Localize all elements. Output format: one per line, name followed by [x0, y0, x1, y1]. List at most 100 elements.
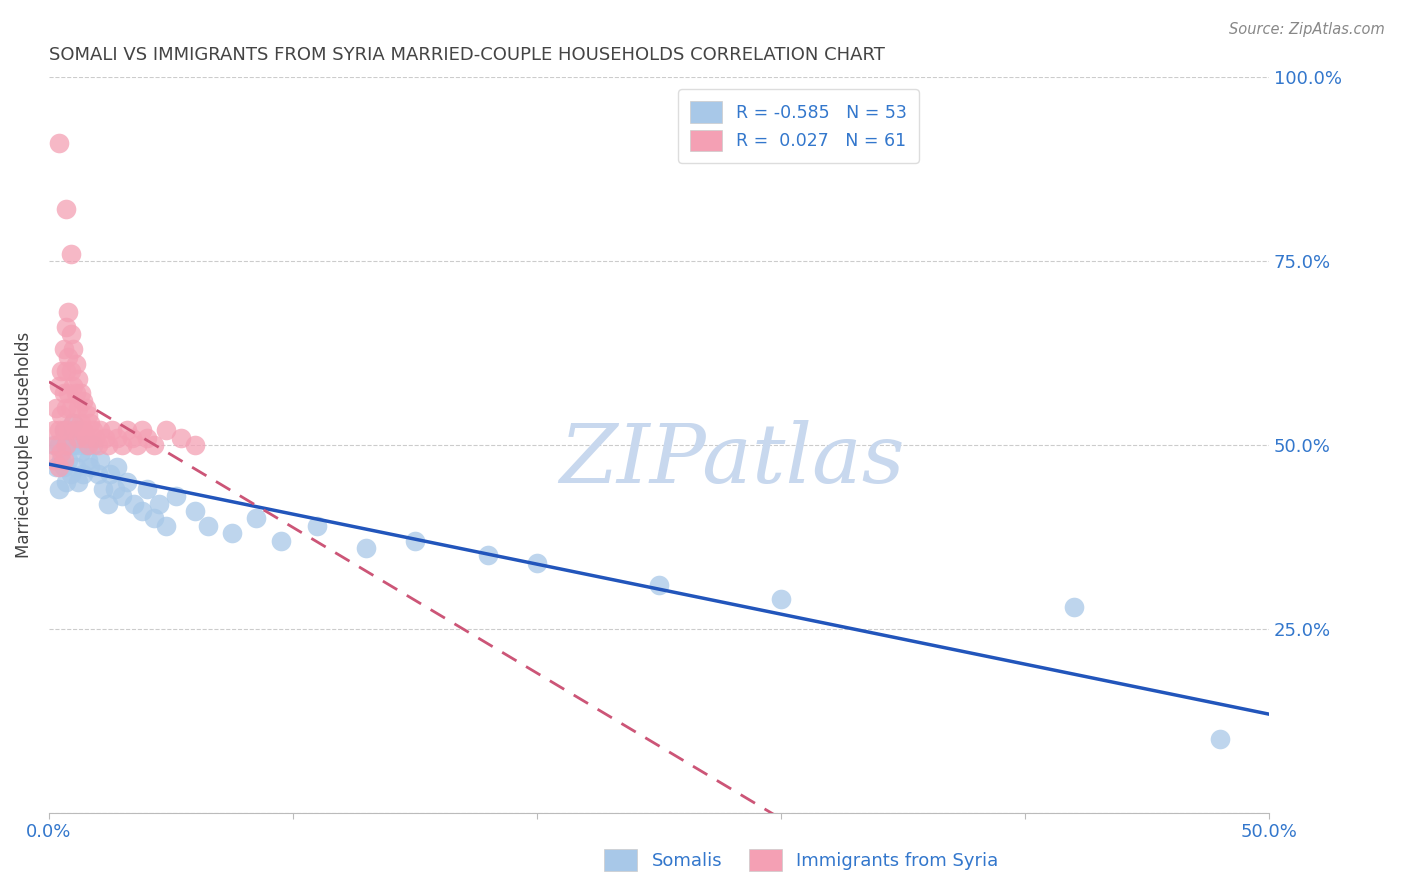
Point	[77, 409, 100, 423]
Point	[65, 357, 87, 371]
Point	[77, 438, 100, 452]
Point	[67, 431, 90, 445]
Point	[55, 320, 77, 334]
Point	[221, 526, 243, 541]
Point	[96, 497, 118, 511]
Point	[82, 438, 104, 452]
Point	[91, 482, 114, 496]
Point	[477, 549, 499, 563]
Point	[42, 452, 65, 467]
Point	[58, 423, 80, 437]
Point	[526, 556, 548, 570]
Point	[101, 423, 124, 437]
Point	[115, 475, 138, 489]
Point	[111, 490, 134, 504]
Text: SOMALI VS IMMIGRANTS FROM SYRIA MARRIED-COUPLE HOUSEHOLDS CORRELATION CHART: SOMALI VS IMMIGRANTS FROM SYRIA MARRIED-…	[49, 46, 884, 64]
Point	[62, 342, 84, 356]
Point	[67, 401, 90, 416]
Point	[69, 386, 91, 401]
Point	[65, 386, 87, 401]
Point	[45, 401, 67, 416]
Point	[58, 452, 80, 467]
Point	[58, 305, 80, 319]
Point	[131, 423, 153, 437]
Point	[58, 386, 80, 401]
Legend: Somalis, Immigrants from Syria: Somalis, Immigrants from Syria	[598, 842, 1005, 879]
Point	[135, 431, 157, 445]
Point	[165, 490, 187, 504]
Point	[142, 511, 165, 525]
Point	[96, 438, 118, 452]
Point	[89, 423, 111, 437]
Point	[51, 445, 73, 459]
Point	[197, 519, 219, 533]
Point	[59, 246, 82, 260]
Point	[55, 202, 77, 217]
Point	[115, 423, 138, 437]
Point	[79, 416, 101, 430]
Point	[42, 438, 65, 452]
Point	[62, 416, 84, 430]
Point	[84, 431, 107, 445]
Point	[59, 364, 82, 378]
Point	[55, 475, 77, 489]
Point	[52, 423, 75, 437]
Point	[58, 423, 80, 437]
Point	[354, 541, 377, 555]
Point	[59, 467, 82, 482]
Point	[55, 438, 77, 452]
Point	[89, 452, 111, 467]
Point	[124, 497, 146, 511]
Point	[79, 460, 101, 475]
Point	[104, 482, 127, 496]
Point	[42, 423, 65, 437]
Point	[48, 379, 70, 393]
Point	[51, 452, 73, 467]
Point	[155, 519, 177, 533]
Point	[62, 379, 84, 393]
Point	[55, 364, 77, 378]
Point	[67, 475, 90, 489]
Y-axis label: Married-couple Households: Married-couple Households	[15, 332, 32, 558]
Point	[69, 445, 91, 459]
Point	[65, 460, 87, 475]
Point	[1063, 599, 1085, 614]
Point	[45, 438, 67, 452]
Point	[65, 423, 87, 437]
Point	[87, 438, 110, 452]
Point	[77, 452, 100, 467]
Point	[48, 482, 70, 496]
Point	[72, 393, 94, 408]
Point	[69, 416, 91, 430]
Point	[59, 327, 82, 342]
Point	[55, 401, 77, 416]
Point	[142, 438, 165, 452]
Point	[51, 409, 73, 423]
Point	[170, 431, 193, 445]
Point	[48, 438, 70, 452]
Point	[67, 438, 90, 452]
Point	[48, 136, 70, 150]
Point	[59, 401, 82, 416]
Point	[52, 342, 75, 356]
Point	[52, 386, 75, 401]
Point	[94, 431, 117, 445]
Text: ZIPatlas: ZIPatlas	[560, 419, 905, 500]
Point	[105, 460, 128, 475]
Point	[1209, 732, 1232, 747]
Point	[62, 416, 84, 430]
Point	[404, 533, 426, 548]
Point	[121, 431, 143, 445]
Point	[52, 460, 75, 475]
Point	[270, 533, 292, 548]
Point	[75, 401, 97, 416]
Point	[184, 438, 207, 452]
Point	[67, 371, 90, 385]
Point	[52, 452, 75, 467]
Point	[48, 423, 70, 437]
Legend: R = -0.585   N = 53, R =  0.027   N = 61: R = -0.585 N = 53, R = 0.027 N = 61	[678, 89, 918, 163]
Point	[82, 423, 104, 437]
Point	[98, 467, 121, 482]
Point	[62, 438, 84, 452]
Point	[75, 438, 97, 452]
